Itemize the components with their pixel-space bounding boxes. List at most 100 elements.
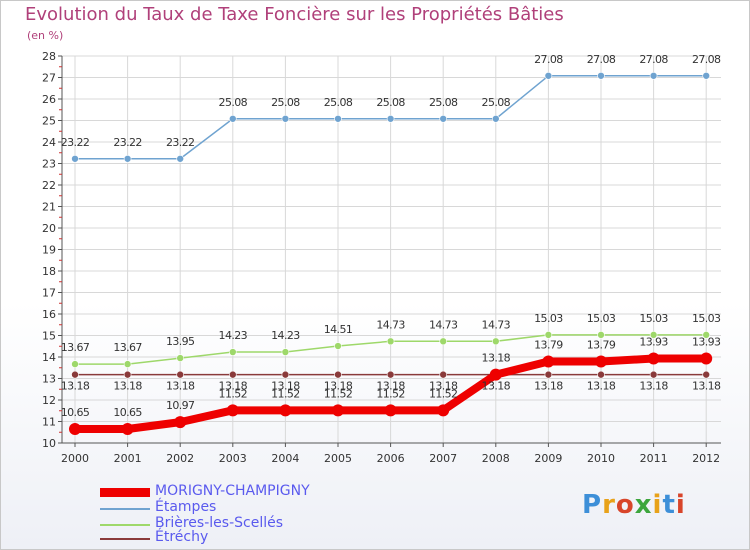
data-label: 13.18 bbox=[166, 380, 195, 393]
data-point bbox=[595, 355, 607, 368]
data-point bbox=[281, 370, 290, 379]
data-point bbox=[176, 154, 184, 163]
x-tick-label: 2007 bbox=[429, 452, 457, 465]
y-tick-label: 28 bbox=[42, 50, 56, 63]
data-point bbox=[649, 331, 658, 339]
data-point bbox=[544, 71, 553, 80]
data-point bbox=[174, 416, 187, 429]
data-label: 14.23 bbox=[271, 329, 300, 342]
data-point bbox=[71, 360, 79, 368]
data-point bbox=[542, 355, 555, 368]
y-axis-unit: (en %) bbox=[27, 29, 64, 42]
x-tick-label: 2012 bbox=[692, 452, 720, 465]
y-tick-label: 21 bbox=[42, 201, 56, 214]
data-point bbox=[597, 71, 605, 80]
data-point bbox=[702, 370, 711, 379]
legend-swatch-morigny bbox=[100, 488, 150, 497]
y-tick-label: 12 bbox=[42, 394, 56, 407]
data-point bbox=[491, 337, 500, 346]
data-label: 11.52 bbox=[219, 387, 248, 400]
data-label: 25.08 bbox=[271, 96, 300, 109]
data-point bbox=[386, 370, 395, 379]
data-label: 25.08 bbox=[324, 96, 353, 109]
data-label: 13.18 bbox=[376, 380, 405, 393]
data-label: 14.73 bbox=[376, 318, 405, 331]
data-label: 25.08 bbox=[219, 96, 248, 109]
y-tick-label: 23 bbox=[42, 158, 56, 171]
y-tick-label: 25 bbox=[42, 115, 56, 128]
data-label: 13.18 bbox=[587, 380, 616, 393]
data-label: 15.03 bbox=[534, 312, 563, 325]
data-point bbox=[491, 114, 500, 123]
x-tick-label: 2002 bbox=[166, 452, 194, 465]
data-point bbox=[279, 404, 292, 417]
legend-label-brieres: Brières-les-Scellés bbox=[155, 515, 284, 531]
data-point bbox=[334, 370, 342, 379]
data-label: 13.67 bbox=[113, 341, 142, 354]
data-point bbox=[649, 71, 658, 80]
y-tick-label: 10 bbox=[42, 437, 56, 450]
data-label: 13.18 bbox=[534, 380, 563, 393]
data-point bbox=[386, 337, 395, 346]
chart-title: Evolution du Taux de Taxe Foncière sur l… bbox=[25, 4, 564, 25]
data-point bbox=[176, 354, 184, 362]
data-label: 13.67 bbox=[61, 341, 90, 354]
data-point bbox=[71, 370, 79, 379]
data-point bbox=[386, 114, 395, 123]
data-label: 14.51 bbox=[324, 323, 353, 336]
data-label: 13.18 bbox=[324, 380, 353, 393]
y-tick-label: 27 bbox=[42, 72, 56, 85]
x-tick-label: 2008 bbox=[482, 452, 510, 465]
data-point bbox=[437, 404, 450, 417]
data-point bbox=[226, 404, 239, 417]
data-label: 23.22 bbox=[166, 136, 195, 149]
data-label: 15.03 bbox=[639, 312, 668, 325]
data-point bbox=[544, 331, 553, 339]
data-label: 27.08 bbox=[692, 53, 721, 66]
data-point bbox=[702, 71, 711, 80]
data-point bbox=[439, 114, 448, 123]
data-label: 25.08 bbox=[482, 96, 511, 109]
y-tick-label: 22 bbox=[42, 179, 56, 192]
data-point bbox=[229, 114, 237, 123]
y-tick-label: 19 bbox=[42, 244, 56, 257]
data-label: 13.18 bbox=[113, 380, 142, 393]
data-label: 13.79 bbox=[587, 339, 616, 352]
data-point bbox=[647, 352, 660, 365]
data-label: 13.79 bbox=[534, 339, 563, 352]
data-label: 13.93 bbox=[692, 336, 721, 349]
y-tick-label: 15 bbox=[42, 330, 56, 343]
y-tick-label: 13 bbox=[42, 373, 56, 386]
data-label: 15.03 bbox=[587, 312, 616, 325]
data-label: 27.08 bbox=[587, 53, 616, 66]
data-label: 14.73 bbox=[429, 318, 458, 331]
data-label: 27.08 bbox=[639, 53, 668, 66]
x-tick-label: 2003 bbox=[219, 452, 247, 465]
data-label: 23.22 bbox=[61, 136, 90, 149]
data-point bbox=[123, 154, 132, 163]
x-tick-label: 2004 bbox=[271, 452, 299, 465]
data-point bbox=[334, 342, 342, 350]
x-tick-label: 2000 bbox=[61, 452, 89, 465]
data-point bbox=[281, 114, 290, 123]
data-label: 13.18 bbox=[219, 380, 248, 393]
data-point bbox=[649, 370, 658, 379]
data-point bbox=[71, 154, 79, 163]
x-tick-label: 2001 bbox=[114, 452, 142, 465]
x-tick-label: 2010 bbox=[587, 452, 615, 465]
data-label: 13.18 bbox=[429, 380, 458, 393]
data-point bbox=[229, 370, 237, 379]
data-label: 13.18 bbox=[482, 380, 511, 393]
y-tick-label: 18 bbox=[42, 265, 56, 278]
data-point bbox=[123, 360, 132, 368]
data-point bbox=[332, 404, 344, 417]
data-point bbox=[489, 368, 502, 381]
data-point bbox=[439, 337, 448, 346]
legend-swatch-brieres bbox=[100, 524, 150, 526]
data-point bbox=[176, 370, 184, 379]
data-label: 13.18 bbox=[639, 380, 668, 393]
data-label: 11.52 bbox=[429, 387, 458, 400]
proxiti-logo: Proxiti bbox=[582, 490, 686, 520]
